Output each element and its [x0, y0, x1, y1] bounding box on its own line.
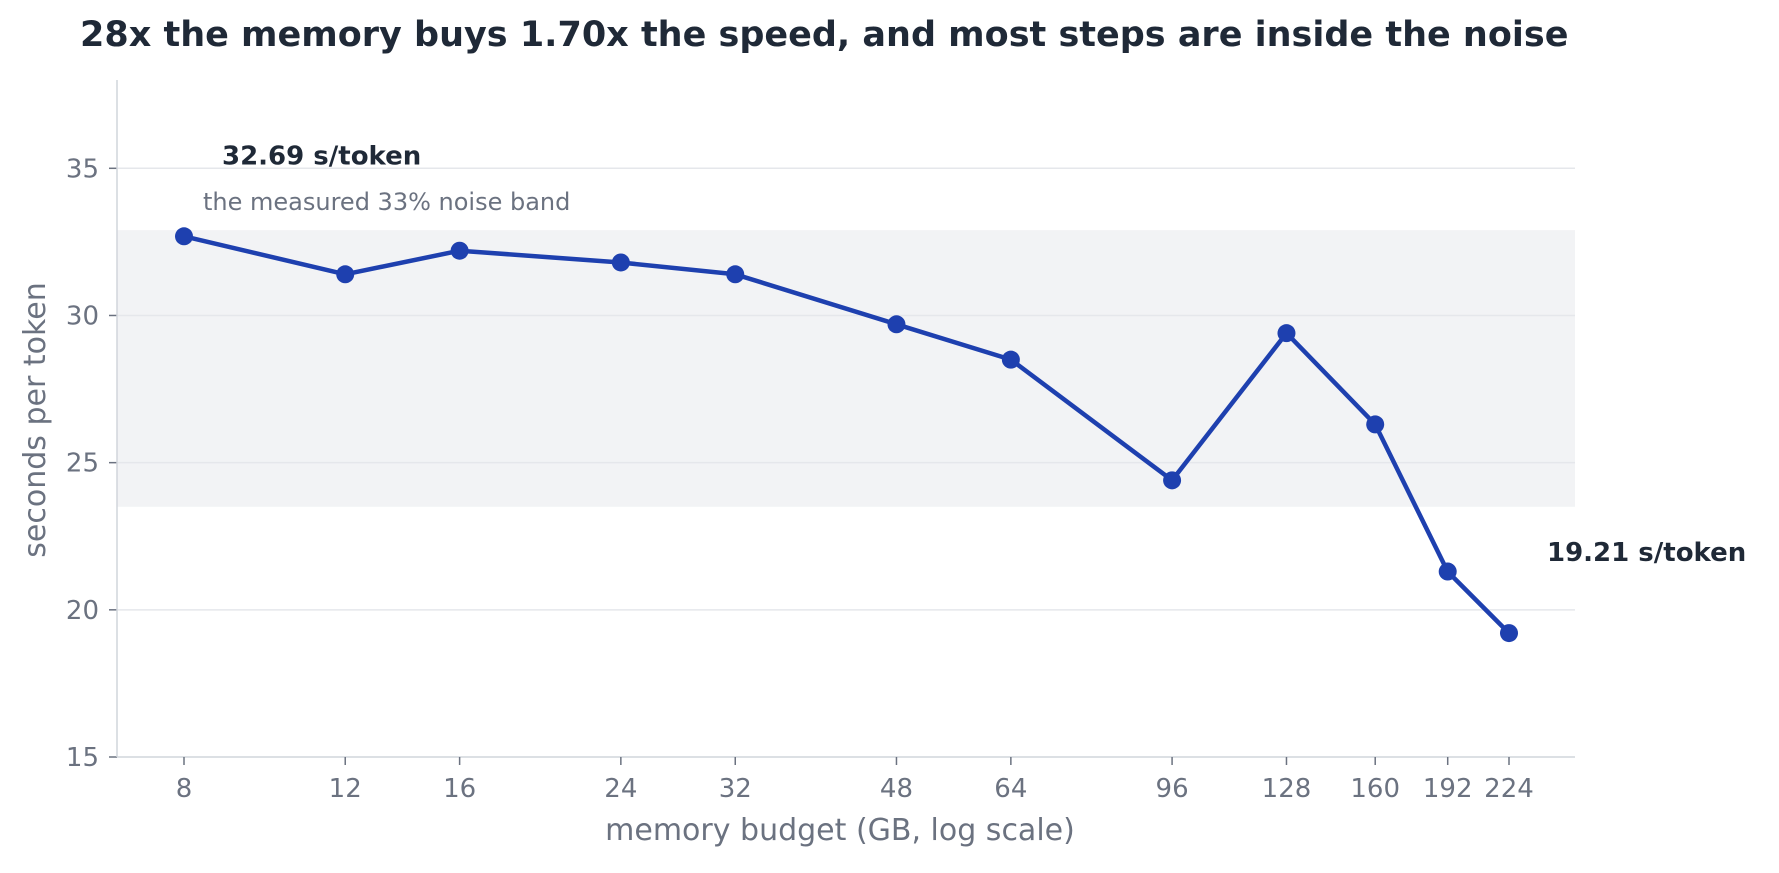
data-point	[887, 315, 906, 334]
x-tick-label: 128	[1262, 774, 1312, 804]
x-tick-label: 192	[1423, 774, 1473, 804]
annotation-first: 32.69 s/token	[222, 141, 421, 171]
x-tick-label: 24	[604, 774, 637, 804]
x-tick-label: 12	[329, 774, 362, 804]
data-point	[1277, 324, 1296, 343]
x-tick-label: 96	[1156, 774, 1189, 804]
data-point	[1366, 415, 1385, 434]
y-tick-label: 25	[66, 449, 99, 479]
data-point	[1500, 624, 1518, 643]
y-axis-label: seconds per token	[18, 282, 53, 557]
x-axis-label: memory budget (GB, log scale)	[605, 813, 1075, 848]
x-tick-label: 160	[1350, 774, 1400, 804]
data-point	[336, 265, 355, 284]
data-point	[450, 241, 469, 260]
x-tick-label: 48	[880, 774, 913, 804]
data-point	[1001, 350, 1020, 369]
data-point	[726, 265, 745, 284]
noise-band-label: the measured 33% noise band	[203, 188, 570, 216]
y-tick-label: 30	[66, 301, 99, 331]
chart-title: 28x the memory buys 1.70x the speed, and…	[80, 15, 1568, 55]
x-tick-label: 8	[176, 774, 193, 804]
x-tick-label: 32	[719, 774, 752, 804]
y-tick-label: 20	[66, 596, 99, 626]
y-tick-label: 15	[66, 743, 99, 773]
data-point	[611, 253, 630, 272]
data-point	[1438, 562, 1457, 581]
x-tick-label: 224	[1484, 774, 1534, 804]
data-point	[1163, 471, 1182, 490]
series-line	[181, 234, 1512, 636]
y-tick-label: 35	[66, 154, 99, 184]
data-point	[175, 227, 193, 246]
noise-band	[117, 230, 1575, 507]
x-tick-label: 16	[443, 774, 476, 804]
annotation-last: 19.21 s/token	[1547, 538, 1746, 568]
x-tick-label: 64	[994, 774, 1027, 804]
